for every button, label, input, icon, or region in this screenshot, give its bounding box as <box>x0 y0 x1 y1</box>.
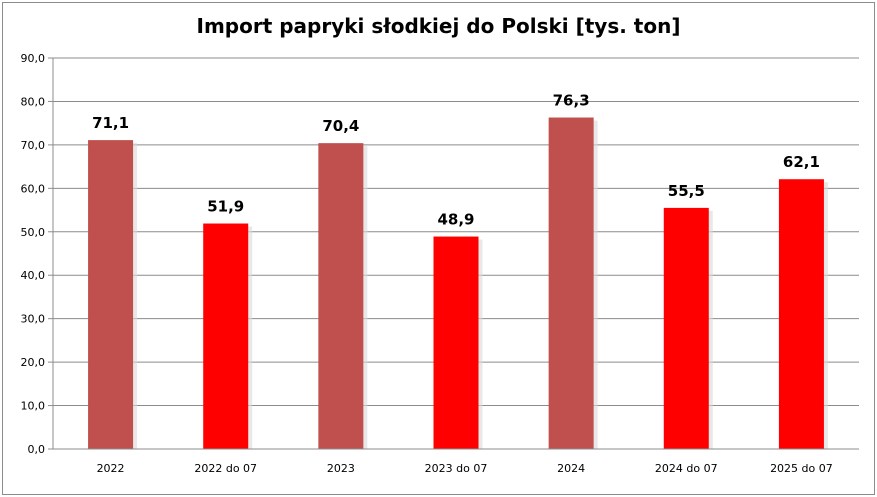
y-tick-label: 0,0 <box>28 443 46 456</box>
y-tick-label: 80,0 <box>21 95 46 108</box>
y-tick-label: 50,0 <box>21 226 46 239</box>
data-labels: 71,1 51,9 70,4 48,9 76,3 55,5 62,1 <box>92 92 820 229</box>
x-axis: 2022 2022 do 07 2023 2023 do 07 2024 2024 do … <box>53 448 859 475</box>
data-label: 70,4 <box>322 117 359 135</box>
bar <box>663 207 709 449</box>
y-tick-label: 60,0 <box>21 182 46 195</box>
data-label: 76,3 <box>553 92 590 110</box>
x-tick-label: 2023 do 07 <box>425 462 488 475</box>
x-tick-label: 2024 <box>557 462 585 475</box>
data-label: 48,9 <box>437 211 474 229</box>
y-tick-label: 20,0 <box>21 356 46 369</box>
y-tick-label: 70,0 <box>21 139 46 152</box>
bars <box>88 117 828 450</box>
x-tick-label: 2023 <box>327 462 355 475</box>
x-tick-label: 2022 do 07 <box>194 462 257 475</box>
data-label: 62,1 <box>783 153 820 171</box>
chart-title: Import papryki słodkiej do Polski [tys. … <box>196 14 681 38</box>
bar <box>203 223 249 449</box>
y-tick-label: 30,0 <box>21 313 46 326</box>
y-tick-label: 90,0 <box>21 52 46 65</box>
bar <box>548 117 594 449</box>
bar <box>778 179 824 449</box>
data-label: 51,9 <box>207 198 244 216</box>
x-tick-label: 2025 do 07 <box>770 462 833 475</box>
y-tick-label: 40,0 <box>21 269 46 282</box>
data-label: 55,5 <box>668 182 705 200</box>
bar <box>433 236 479 449</box>
y-tick-label: 10,0 <box>21 400 46 413</box>
bar <box>88 140 134 450</box>
data-label: 71,1 <box>92 114 129 132</box>
y-axis: 0,0 10,0 20,0 30,0 40,0 50,0 60,0 70,0 80,0 90,0 <box>21 52 54 456</box>
x-tick-label: 2024 do 07 <box>655 462 718 475</box>
x-tick-label: 2022 <box>97 462 125 475</box>
bar <box>318 143 364 449</box>
